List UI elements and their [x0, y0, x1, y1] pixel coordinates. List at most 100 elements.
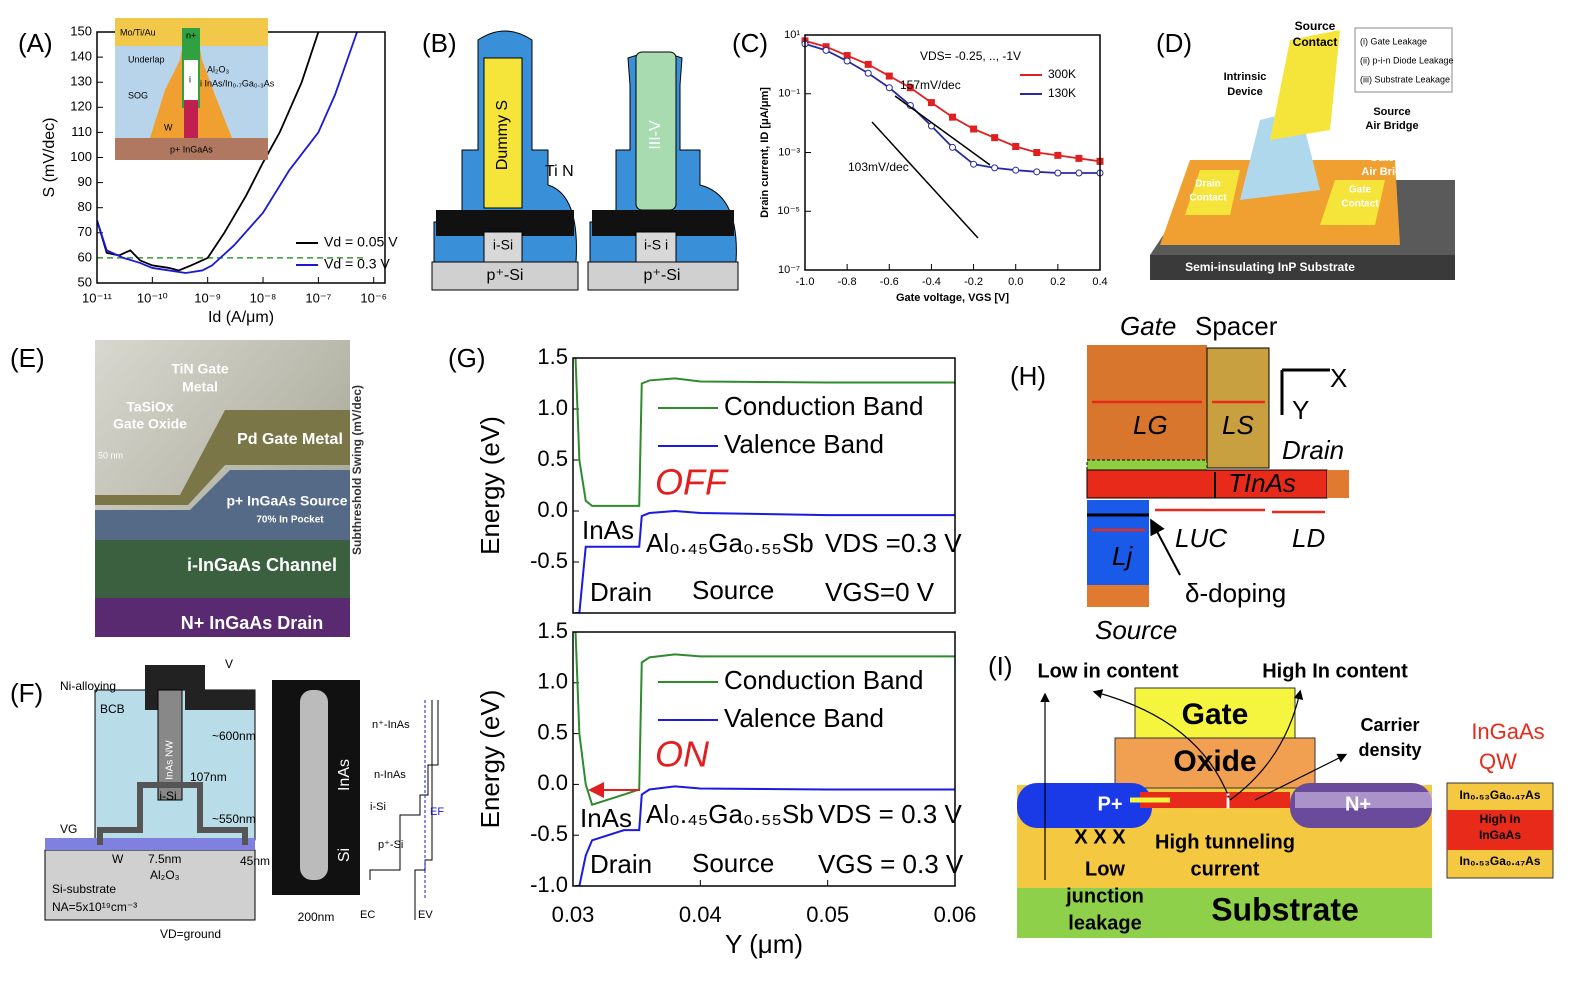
chart: 1.5 1.0 0.5 0.0 -0.5 Conduction Band Valence B…	[475, 344, 956, 614]
marker	[864, 60, 872, 68]
label: Gate	[1370, 152, 1394, 164]
y-tick-label: 1.0	[537, 669, 568, 694]
label: Carrier	[1360, 715, 1419, 735]
label: Contact	[1189, 193, 1227, 204]
legend-label: Valence Band	[724, 703, 884, 733]
y-tick-label: 110	[71, 124, 92, 139]
label: Drain	[1282, 435, 1344, 465]
label: High In	[1480, 812, 1521, 826]
legend-label: Conduction Band	[724, 391, 923, 421]
x-tick-label: 10⁻⁷	[305, 290, 331, 305]
label: In₀.₅₃Ga₀.₄₇As	[1459, 788, 1540, 802]
annotation: ON	[655, 734, 710, 775]
dummy-gate	[483, 57, 523, 209]
label: Spacer	[1195, 311, 1278, 341]
channel	[1140, 792, 1290, 808]
label: i-Si	[493, 237, 513, 253]
marker	[1012, 166, 1020, 174]
n-channel	[1295, 792, 1432, 808]
label: i-Si	[370, 801, 386, 813]
y-tick-label: 100	[70, 149, 92, 164]
label: QW	[1479, 749, 1517, 774]
y-tick-label: 10⁻⁵	[777, 205, 800, 217]
marker	[906, 84, 914, 92]
label: (ii) p-i-n Diode Leakage	[1360, 55, 1454, 65]
dim-arrows	[1092, 400, 1325, 532]
gate-wrap	[97, 782, 248, 845]
marker	[991, 134, 999, 142]
label: High In content	[1262, 660, 1408, 682]
label: W	[112, 852, 124, 866]
marker	[1033, 149, 1041, 156]
annotation: VDS =0.3 V	[825, 528, 962, 558]
channel-layer	[95, 540, 350, 598]
source-contact	[1270, 30, 1340, 140]
marker	[885, 72, 893, 80]
label: Contact	[1293, 35, 1338, 49]
series-line	[97, 32, 320, 272]
annotation: VDS= -0.25, .., -1V	[920, 49, 1021, 63]
y-tick-label: 0.0	[537, 497, 568, 522]
top-contact	[145, 665, 255, 710]
label: Y	[1292, 395, 1309, 425]
y-tick-label: 0.5	[537, 446, 568, 471]
label: Gate	[1182, 698, 1249, 731]
label: Gate	[1349, 185, 1372, 196]
annotation: 103mV/dec	[848, 160, 909, 174]
label: LS	[1222, 410, 1254, 440]
label: ~600nm	[212, 729, 256, 743]
y-tick-label: 90	[78, 174, 92, 189]
legend-label: 300K	[1048, 67, 1076, 81]
label: III-V	[647, 120, 664, 150]
x-tick-label: -0.8	[838, 276, 857, 288]
y-tick-label: 0.0	[537, 770, 568, 795]
label: Intrinsic	[1224, 71, 1267, 83]
band-ec	[369, 700, 439, 880]
label: Dummy S	[494, 100, 511, 170]
label: p⁺-Si	[644, 267, 681, 284]
label: Subthreshold Swing (mV/dec)	[350, 385, 364, 555]
plot-frame	[572, 357, 956, 614]
label: (i) Gate Leakage	[1360, 36, 1427, 46]
annotation: VDS = 0.3 V	[818, 799, 962, 829]
y-tick-label: 0.5	[537, 719, 568, 744]
marker	[949, 143, 956, 151]
marker	[1012, 143, 1020, 151]
label: 200nm	[298, 910, 335, 924]
label: V	[225, 657, 233, 671]
label: EC	[360, 909, 375, 921]
fit-line	[894, 95, 991, 166]
label: Air Bridge	[1361, 166, 1414, 178]
g-annotations: OFF InAs Al₀.₄₅Ga₀.₅₅Sb VDS =0.3 V Drain…	[580, 462, 964, 879]
diagram-d: Source Contact Intrinsic Device (i) Gate…	[1150, 19, 1455, 280]
panel-label: (B)	[422, 28, 457, 58]
label: i-S i	[644, 237, 668, 253]
substrate	[1017, 888, 1432, 938]
annotation: 157mV/dec	[900, 78, 961, 92]
panel-label: (A)	[18, 28, 53, 58]
marker	[991, 164, 999, 172]
diagram-i: Low in content High In content Gate Oxid…	[1017, 660, 1554, 938]
y-tick-label: -1.0	[530, 872, 568, 897]
label: Low in content	[1037, 660, 1178, 682]
label: VG	[60, 822, 77, 836]
inset-label: i InAs/In₀.₇Ga₀.₃As	[200, 78, 275, 88]
label: Air Bridge	[1365, 120, 1418, 132]
label: BCB	[100, 702, 125, 716]
y-tick-label: -0.5	[530, 548, 568, 573]
y-tick-label: 10¹	[784, 29, 800, 41]
label: 7.5nm	[148, 852, 181, 866]
fit-line	[871, 121, 979, 239]
annotation: Al₀.₄₅Ga₀.₅₅Sb	[646, 528, 814, 558]
legend-label: 130K	[1048, 86, 1076, 100]
label: Gate Oxide	[113, 416, 187, 432]
label: X	[1330, 363, 1347, 393]
marker	[970, 125, 978, 133]
panel-label: (E)	[10, 343, 45, 373]
y-tick-label: 1.0	[537, 395, 568, 420]
label: (iii) Substrate Leakage	[1360, 74, 1450, 84]
carrier-arrows	[1040, 689, 1348, 880]
label: current	[1191, 858, 1260, 880]
